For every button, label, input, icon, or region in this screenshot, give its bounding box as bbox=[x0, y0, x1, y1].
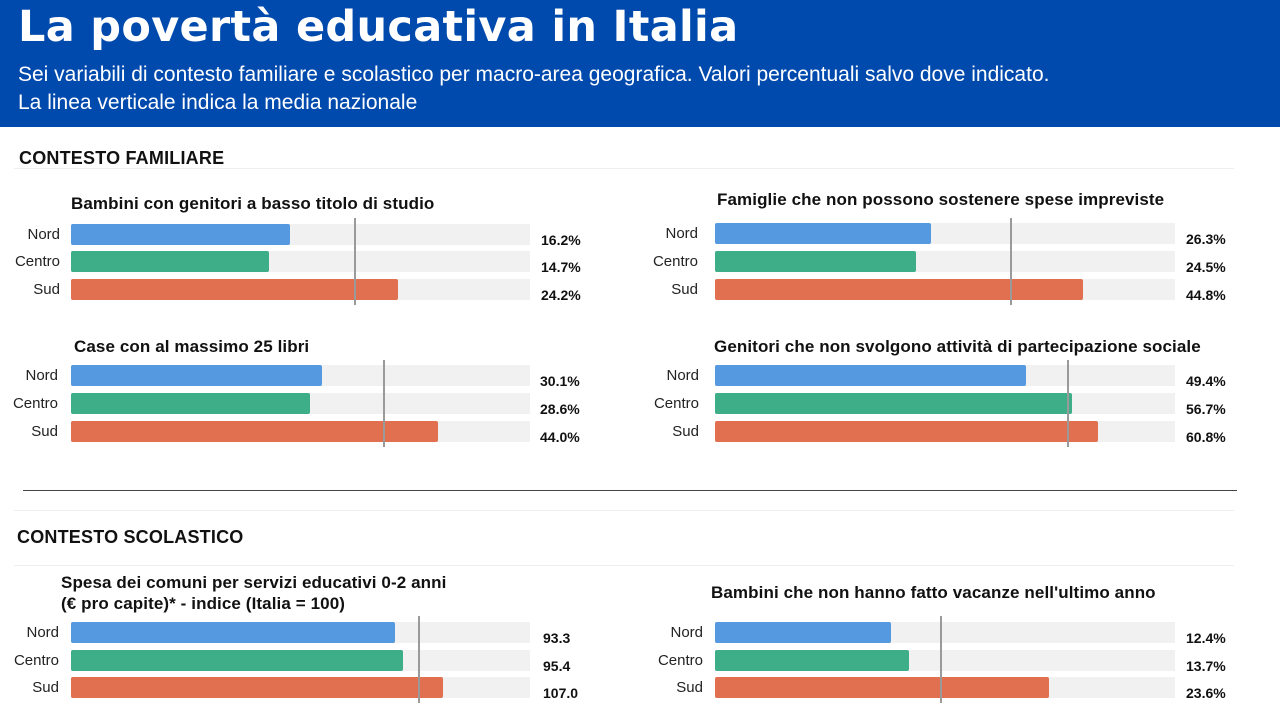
bar-sud bbox=[715, 279, 1083, 300]
national-average-line bbox=[1009, 218, 1012, 305]
bar-centro bbox=[715, 393, 1073, 414]
section-divider bbox=[23, 490, 1237, 491]
bar-nord bbox=[71, 622, 396, 643]
value-label: 14.7% bbox=[541, 259, 581, 275]
page-subtitle-line1: Sei variabili di contesto familiare e sc… bbox=[18, 63, 1050, 86]
page-title: La povertà educativa in Italia bbox=[18, 2, 739, 52]
bar-nord bbox=[71, 365, 323, 386]
category-label: Centro bbox=[12, 395, 58, 412]
category-label: Nord bbox=[26, 624, 59, 641]
value-label: 23.6% bbox=[1186, 685, 1226, 701]
category-label: Centro bbox=[652, 253, 698, 270]
bar-nord bbox=[715, 223, 932, 244]
bar-sud bbox=[71, 279, 398, 300]
chart-title-line1: Spesa dei comuni per servizi educativi 0… bbox=[61, 573, 447, 592]
category-label: Centro bbox=[14, 253, 60, 270]
value-label: 56.7% bbox=[1186, 401, 1226, 417]
bar-nord bbox=[71, 224, 290, 245]
chart-title: Genitori che non svolgono attività di pa… bbox=[714, 337, 1201, 356]
national-average-line bbox=[417, 616, 420, 703]
value-label: 24.2% bbox=[541, 287, 581, 303]
category-label: Nord bbox=[25, 367, 58, 384]
category-label: Sud bbox=[33, 281, 60, 298]
value-label: 93.3 bbox=[543, 630, 571, 646]
national-average-line bbox=[382, 360, 385, 447]
section-title-family: CONTESTO FAMILIARE bbox=[19, 148, 225, 168]
category-label: Nord bbox=[27, 226, 60, 243]
bar-nord bbox=[715, 622, 891, 643]
national-average-line bbox=[940, 616, 943, 703]
value-label: 28.6% bbox=[540, 401, 580, 417]
category-label: Nord bbox=[665, 225, 698, 242]
bar-sud bbox=[71, 677, 444, 698]
chart-title-line2: (€ pro capite)* - indice (Italia = 100) bbox=[61, 594, 346, 613]
value-label: 13.7% bbox=[1186, 658, 1226, 674]
value-label: 30.1% bbox=[540, 373, 580, 389]
category-label: Nord bbox=[666, 367, 699, 384]
value-label: 16.2% bbox=[541, 232, 581, 248]
category-label: Centro bbox=[13, 652, 59, 669]
section-separator bbox=[14, 168, 1234, 169]
bar-centro bbox=[71, 251, 270, 272]
bar-centro bbox=[71, 650, 403, 671]
chart-title: Famiglie che non possono sostenere spese… bbox=[717, 190, 1165, 209]
bar-nord bbox=[715, 365, 1027, 386]
category-label: Centro bbox=[653, 395, 699, 412]
section-title-school: CONTESTO SCOLASTICO bbox=[17, 527, 244, 547]
page-subtitle-line2: La linea verticale indica la media nazio… bbox=[18, 91, 418, 114]
value-label: 44.8% bbox=[1186, 287, 1226, 303]
bar-centro bbox=[715, 650, 909, 671]
value-label: 95.4 bbox=[543, 658, 571, 674]
bar-centro bbox=[71, 393, 310, 414]
value-label: 60.8% bbox=[1186, 429, 1226, 445]
category-label: Sud bbox=[672, 423, 699, 440]
value-label: 107.0 bbox=[543, 685, 579, 701]
section-separator bbox=[14, 565, 1234, 566]
header-banner: La povertà educativa in Italia Sei varia… bbox=[0, 0, 1280, 127]
category-label: Sud bbox=[31, 423, 58, 440]
bar-sud bbox=[71, 421, 439, 442]
value-label: 26.3% bbox=[1186, 231, 1226, 247]
category-label: Sud bbox=[671, 281, 698, 298]
national-average-line bbox=[353, 218, 356, 305]
section-separator bbox=[14, 510, 1234, 511]
bar-centro bbox=[715, 251, 917, 272]
value-label: 24.5% bbox=[1186, 259, 1226, 275]
category-label: Sud bbox=[32, 679, 59, 696]
value-label: 12.4% bbox=[1186, 630, 1226, 646]
chart-title: Bambini che non hanno fatto vacanze nell… bbox=[711, 583, 1156, 602]
chart-title: Bambini con genitori a basso titolo di s… bbox=[71, 194, 435, 213]
bar-sud bbox=[715, 677, 1050, 698]
value-label: 44.0% bbox=[540, 429, 580, 445]
value-label: 49.4% bbox=[1186, 373, 1226, 389]
chart-title: Case con al massimo 25 libri bbox=[74, 337, 310, 356]
national-average-line bbox=[1066, 360, 1069, 447]
category-label: Sud bbox=[676, 679, 703, 696]
bar-sud bbox=[715, 421, 1099, 442]
category-label: Nord bbox=[670, 624, 703, 641]
category-label: Centro bbox=[657, 652, 703, 669]
